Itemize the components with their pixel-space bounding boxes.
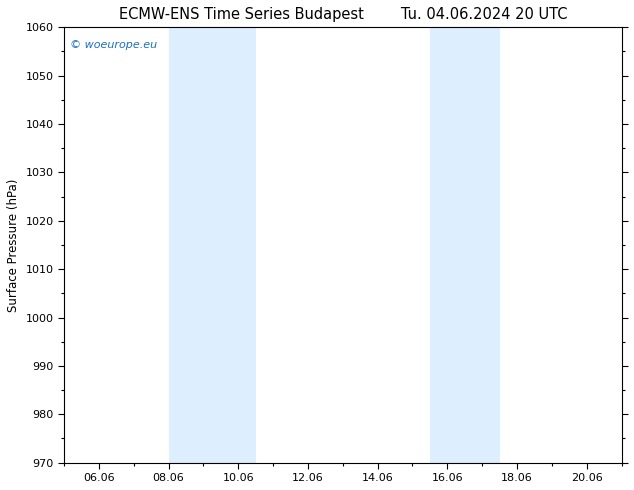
Bar <box>430 27 465 463</box>
Y-axis label: Surface Pressure (hPa): Surface Pressure (hPa) <box>7 178 20 312</box>
Title: ECMW-ENS Time Series Budapest        Tu. 04.06.2024 20 UTC: ECMW-ENS Time Series Budapest Tu. 04.06.… <box>119 7 567 22</box>
Text: © woeurope.eu: © woeurope.eu <box>70 40 157 50</box>
Bar <box>221 27 256 463</box>
Bar <box>169 27 221 463</box>
Bar <box>465 27 500 463</box>
